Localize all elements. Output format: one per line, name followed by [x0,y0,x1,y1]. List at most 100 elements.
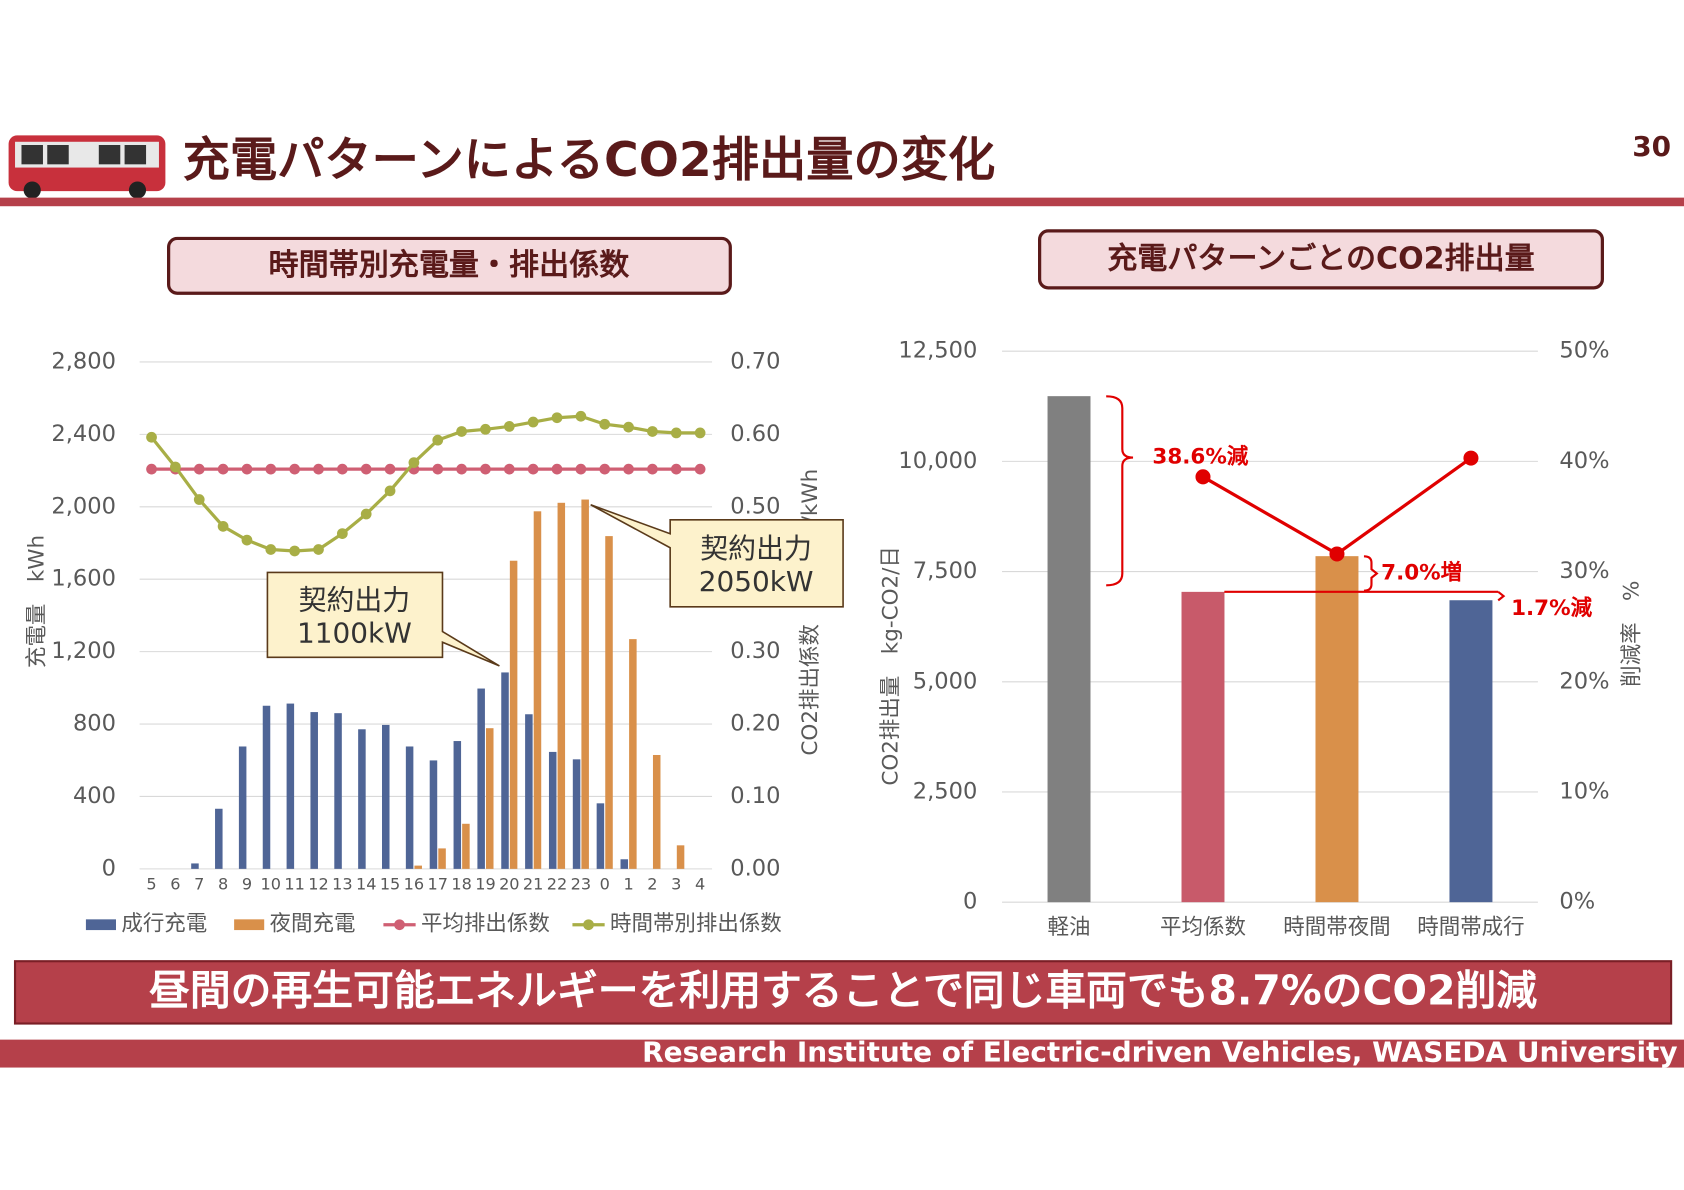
y-tick-label: 800 [73,711,116,737]
marker [575,463,587,475]
marker [146,463,157,475]
bar [429,760,438,869]
marker [336,528,348,539]
slide-title: 充電パターンによるCO2排出量の変化 [183,133,996,188]
marker [670,427,682,439]
marker [289,545,301,557]
marker [670,463,682,475]
y-tick-label: 12,500 [898,338,977,364]
bar [557,502,566,869]
annotation: 1.7%減 [1511,596,1593,621]
bar [1047,396,1091,903]
marker [599,463,611,475]
marker [193,494,205,505]
legend-label: 夜間充電 [270,912,356,937]
y-tick-label: 0 [963,889,977,915]
callout-text: 契約出力 [299,583,411,616]
y-tick-label: 400 [73,783,116,809]
y-tick-label: 2,800 [51,348,116,374]
callout-text: 2050kW [699,565,814,598]
legend-label: 平均排出係数 [421,912,550,937]
marker [575,410,587,422]
bar [1315,556,1359,903]
x-tick-label: 8 [218,874,228,893]
bracket [1497,590,1506,602]
marker [313,463,324,475]
y-tick-label: 1,200 [51,638,116,664]
marker [360,508,372,520]
banner [13,960,1673,1025]
x-tick-label: 22 [547,874,567,893]
marker [432,434,444,446]
marker [456,426,467,437]
x-tick-label: 17 [428,874,448,893]
x-tick-label: 0 [600,874,610,893]
bar [453,741,462,869]
legend-label: 成行充電 [121,912,207,937]
bar [572,759,581,869]
marker [217,520,229,532]
marker [265,463,277,475]
marker [336,463,348,475]
bar [581,499,589,869]
marker [1329,546,1345,562]
y2-axis-label: 削減率 % [1619,581,1644,687]
bar [676,845,685,869]
legend-label: 時間帯別排出係数 [610,912,782,937]
y2-tick-label: 0.70 [730,348,780,374]
footer-credit: Research Institute of Electric-driven Ve… [642,1036,1677,1069]
y2-tick-label: 0.50 [730,493,780,519]
x-tick-label: 16 [404,874,424,893]
y-tick-label: 2,400 [51,421,116,447]
marker [1195,469,1211,485]
marker [480,423,491,435]
x-tick-label: 2 [647,874,657,893]
x-tick-label: 13 [332,874,352,893]
line [150,414,701,553]
marker [503,421,515,432]
x-tick-label: 18 [451,874,471,893]
marker [647,463,658,475]
marker [503,463,515,475]
callout-text: 1100kW [297,617,412,650]
y2-tick-label: 30% [1559,558,1609,584]
callout-text: 契約出力 [700,532,812,565]
x-tick-label: 11 [284,874,304,893]
y2-tick-label: 0.30 [730,638,780,664]
marker [217,463,229,475]
legend-swatch [583,919,594,931]
bar [548,751,557,869]
x-tick-label: 21 [523,874,543,893]
y2-tick-label: 20% [1559,668,1609,694]
bar [525,714,533,869]
y2-tick-label: 40% [1559,448,1609,474]
x-tick-label: 4 [695,874,705,893]
callout: 契約出力 1100kW [266,571,500,667]
y2-tick-label: 0% [1559,889,1595,915]
marker [408,457,420,468]
y-tick-label: 1,600 [51,566,116,592]
bar [358,729,366,869]
bar [215,808,223,869]
bar [310,712,318,869]
bar [596,803,605,869]
bar [414,865,422,869]
bar [1449,600,1493,903]
x-tick-label: 12 [308,874,328,893]
marker [313,544,324,555]
bar [605,536,613,869]
bus-icon [8,135,166,199]
marker [384,485,396,497]
x-tick-label: 7 [194,874,204,893]
x-tick-label: 14 [356,874,376,893]
bar [629,639,637,869]
bracket [1106,395,1134,587]
bar [509,560,518,869]
marker [694,427,706,439]
marker [360,463,372,475]
x-tick-label: 時間帯夜間 [1283,915,1390,940]
bar [334,713,342,869]
x-tick-label: 1 [623,874,633,893]
marker [623,421,634,433]
